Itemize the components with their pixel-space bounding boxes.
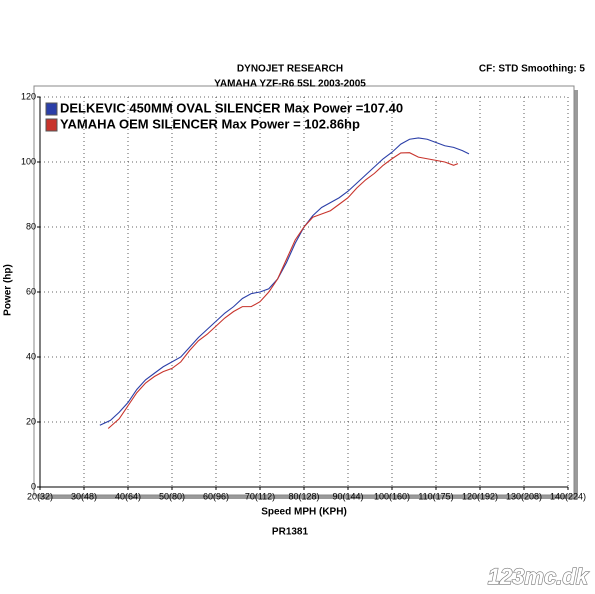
settings-note: CF: STD Smoothing: 5 [479,64,586,75]
y-tick-label: 40 [26,351,36,361]
x-tick-label: 110(175) [418,491,453,501]
legend-swatch [45,102,58,116]
x-tick-label: 90(144) [332,491,363,501]
y-tick-label: 100 [21,156,36,166]
y-tick-label: 80 [26,221,36,231]
watermark: 123mc.dk [488,564,590,589]
run-id: PR1381 [272,527,309,538]
legend-label: YAMAHA OEM SILENCER Max Power = 102.86hp [60,116,360,131]
y-tick-label: 120 [21,91,36,101]
series-line [107,152,459,429]
x-tick-label: 40(64) [115,491,141,501]
series-line [99,137,470,426]
x-tick-label: 100(160) [374,491,410,501]
x-tick-label: 30(48) [71,491,97,501]
chart-title: DYNOJET RESEARCH [237,64,343,75]
x-tick-label: 60(96) [203,491,229,501]
x-axis-label: Speed MPH (KPH) [261,507,347,518]
x-tick-label: 140(224) [550,491,586,501]
chart-subtitle: YAMAHA YZF-R6 5SL 2003-2005 [214,79,366,90]
x-tick-label: 50(80) [159,491,185,501]
legend-swatch [45,118,58,132]
y-tick-label: 0 [31,481,36,491]
y-axis-label: Power (hp) [3,264,14,316]
x-tick-label: 20(32) [27,491,53,501]
y-tick-label: 20 [26,416,36,426]
x-tick-label: 130(208) [506,491,542,501]
y-tick-label: 60 [26,286,36,296]
x-tick-label: 120(192) [462,491,498,501]
x-tick-label: 70(112) [245,491,275,501]
legend-label: DELKEVIC 450MM OVAL SILENCER Max Power =… [60,100,403,115]
x-tick-label: 80(128) [288,491,319,501]
plot-frame [33,85,575,496]
